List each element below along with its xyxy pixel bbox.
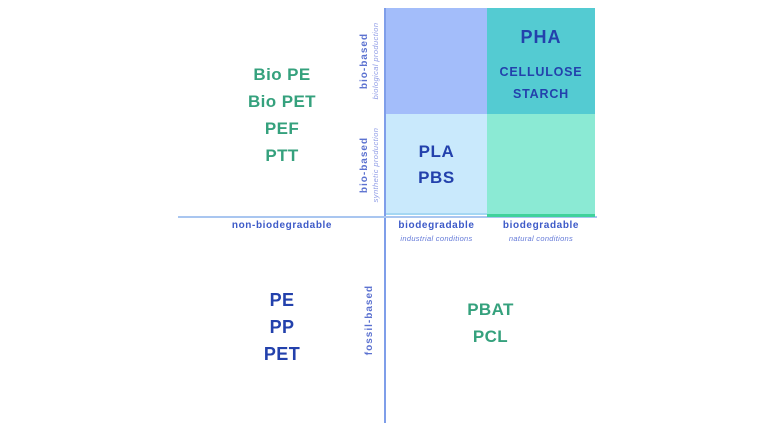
y-axis-caption-sublabel: synthetic production — [370, 127, 380, 203]
product-label: CELLULOSE — [499, 65, 583, 79]
y-axis-line — [384, 8, 386, 423]
cell-biobased-synthetic-natural — [487, 114, 595, 215]
group-synthetic-industrial: PLA PBS — [386, 114, 487, 215]
x-axis-line-green-segment — [487, 214, 595, 217]
y-axis-caption-label: bio-based — [358, 32, 370, 90]
group-fossil-nonbiodegradable: PE PP PET — [178, 216, 386, 423]
x-axis-caption-label: non-biodegradable — [231, 220, 333, 231]
product-label: PE — [269, 289, 295, 310]
product-label: PHA — [520, 27, 562, 47]
x-axis-caption-non-biodegradable: non-biodegradable — [178, 220, 386, 232]
y-axis-caption-biobased-synthetic: bio-based synthetic production — [354, 105, 384, 225]
x-axis-caption-label: biodegradable — [502, 220, 580, 231]
x-axis-caption-sublabel: natural conditions — [508, 234, 574, 243]
cell-biobased-synthetic-industrial — [386, 114, 487, 215]
product-label: PBAT — [467, 299, 514, 319]
group-biobased-nonbiodegradable: Bio PE Bio PET PEF PTT — [178, 8, 386, 216]
product-label: Bio PE — [253, 65, 311, 84]
x-axis-caption-biodegradable-industrial: biodegradable industrial conditions — [386, 220, 487, 243]
product-label: STARCH — [513, 87, 569, 101]
product-label: PLA — [418, 141, 455, 161]
product-label: PBS — [418, 167, 455, 187]
y-axis-caption-sublabel: biological production — [370, 22, 380, 100]
x-axis-caption-biodegradable-natural: biodegradable natural conditions — [487, 220, 595, 243]
group-fossil-biodegradable: PBAT PCL — [386, 216, 595, 423]
x-axis-caption-label: biodegradable — [398, 220, 475, 231]
y-axis-caption-label: fossil-based — [363, 284, 375, 356]
product-label: PP — [269, 316, 295, 337]
group-biological-natural: PHA CELLULOSE STARCH — [487, 8, 595, 114]
product-label: PET — [263, 343, 301, 364]
cell-biobased-biological-industrial — [386, 8, 487, 114]
x-axis-line — [178, 216, 597, 218]
cell-biobased-biological-natural — [487, 8, 595, 114]
x-axis-caption-sublabel: industrial conditions — [400, 234, 473, 243]
y-axis-caption-fossil-based: fossil-based — [354, 260, 384, 380]
product-label: PEF — [264, 119, 300, 138]
product-label: PCL — [472, 326, 509, 346]
product-label: Bio PET — [248, 92, 316, 111]
y-axis-caption-label: bio-based — [358, 136, 370, 194]
y-axis-caption-biobased-biological: bio-based biological production — [354, 1, 384, 121]
product-label: PTT — [265, 146, 299, 165]
